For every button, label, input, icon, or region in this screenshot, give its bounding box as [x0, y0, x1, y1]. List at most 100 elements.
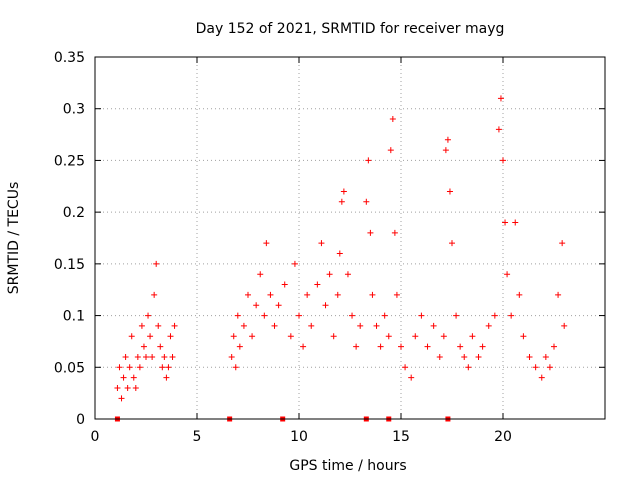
x-tick-label: 0 [91, 429, 100, 445]
data-point [151, 291, 158, 298]
data-point [145, 312, 152, 319]
data-point [122, 353, 129, 360]
data-point [461, 353, 468, 360]
data-point [398, 343, 404, 350]
data-point [424, 343, 431, 350]
data-point [385, 333, 392, 340]
chart-title: Day 152 of 2021, SRMTID for receiver may… [196, 21, 505, 37]
data-point [228, 353, 235, 360]
data-point [118, 395, 125, 402]
data-point [167, 333, 174, 340]
data-point [418, 312, 425, 319]
data-point [465, 364, 472, 371]
y-tick-label: 0.3 [63, 102, 85, 118]
y-tick-label: 0.25 [54, 153, 85, 169]
data-point [163, 374, 170, 381]
data-point [120, 374, 127, 381]
data-point [353, 343, 360, 350]
data-point [318, 240, 325, 247]
data-point [363, 198, 370, 205]
data-point [330, 333, 337, 340]
data-point [365, 157, 372, 164]
data-point [526, 353, 533, 360]
y-tick-label: 0.15 [54, 257, 85, 273]
data-point [236, 343, 243, 350]
x-tick-label: 5 [193, 429, 202, 445]
data-point [140, 343, 147, 350]
data-point [349, 312, 356, 319]
y-tick-label: 0.1 [63, 309, 85, 325]
data-point [230, 333, 237, 340]
data-point [143, 353, 149, 360]
x-tick-label: 15 [392, 429, 410, 445]
data-point [326, 271, 333, 278]
data-point [512, 219, 519, 226]
data-point [171, 322, 178, 329]
data-point [296, 312, 302, 319]
data-point [159, 364, 166, 371]
data-point [114, 384, 121, 391]
data-point [153, 260, 160, 267]
y-tick-label: 0.2 [63, 205, 85, 221]
data-point [308, 322, 315, 329]
data-point [491, 312, 498, 319]
data-points [114, 95, 568, 402]
data-point [446, 188, 453, 195]
data-point [444, 136, 451, 143]
data-point [485, 322, 492, 329]
data-point [500, 157, 506, 164]
data-point [457, 343, 464, 350]
data-point [377, 343, 384, 350]
data-point [393, 291, 400, 298]
data-point [475, 353, 482, 360]
data-point [551, 343, 557, 350]
y-tick-label: 0 [76, 412, 85, 428]
data-point [367, 229, 374, 236]
x-tick-label: 20 [494, 429, 512, 445]
data-point [322, 302, 329, 309]
data-point [126, 364, 133, 371]
data-point [116, 364, 123, 371]
data-point [412, 333, 419, 340]
data-point [389, 116, 396, 123]
data-point [304, 291, 311, 298]
data-point [157, 343, 164, 350]
data-point [287, 333, 294, 340]
data-point [391, 229, 398, 236]
data-point [291, 260, 298, 267]
data-point [271, 322, 278, 329]
data-point [128, 333, 135, 340]
data-point [479, 343, 486, 350]
data-point [132, 384, 139, 391]
data-point [300, 343, 307, 350]
data-point [134, 353, 141, 360]
data-point [542, 353, 549, 360]
data-point [340, 188, 347, 195]
x-axis-label: GPS time / hours [289, 458, 406, 474]
data-point [430, 322, 437, 329]
data-point [253, 302, 260, 309]
data-point [520, 333, 527, 340]
data-point [436, 353, 443, 360]
data-point [381, 312, 388, 319]
data-point [440, 333, 447, 340]
data-point [538, 374, 545, 381]
data-point [555, 291, 562, 298]
data-point [130, 374, 137, 381]
y-tick-label: 0.35 [54, 50, 85, 66]
data-point [373, 322, 380, 329]
data-point [249, 333, 256, 340]
data-point [508, 312, 515, 319]
data-point [357, 322, 364, 329]
data-point [267, 291, 274, 298]
data-point [408, 374, 415, 381]
grid-lines [95, 57, 605, 419]
data-point [546, 364, 553, 371]
data-point [232, 364, 239, 371]
data-point [369, 291, 376, 298]
data-point [234, 312, 241, 319]
data-point [261, 312, 268, 319]
data-point [561, 322, 568, 329]
data-point [275, 302, 282, 309]
